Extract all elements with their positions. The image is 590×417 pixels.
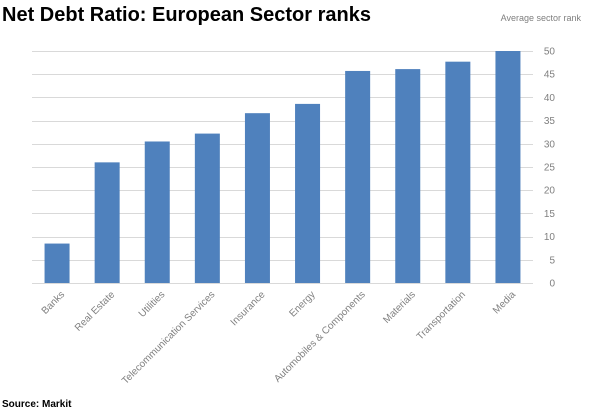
x-category-label: Transportation xyxy=(415,289,468,342)
y-tick-label: 50 xyxy=(544,47,556,58)
bar-chart: 0 5 10 15 20 25 30 35 40 45 50 Banks Real Estate Uti… xyxy=(32,47,556,387)
x-category-labels: Banks Real Estate UtilitiesTelecommunicati… xyxy=(40,289,519,387)
y-tick-label: 20 xyxy=(544,186,556,197)
x-category-label: Media xyxy=(491,289,518,316)
bar-automobiles-components xyxy=(345,70,371,284)
bar-telecommunication-services xyxy=(194,133,220,283)
y-axis-label: Average sector rank xyxy=(500,13,581,23)
x-category-label: Real Estate xyxy=(73,289,118,334)
bar-materials xyxy=(395,69,421,283)
x-category-label: Banks xyxy=(40,289,67,316)
bars xyxy=(44,51,521,284)
bar-insurance xyxy=(244,113,270,284)
source-note: Source: Markit xyxy=(2,399,72,410)
y-tick-label: 5 xyxy=(549,255,555,266)
bar-energy xyxy=(295,103,321,283)
y-tick-label: 30 xyxy=(544,139,556,150)
y-tick-label: 15 xyxy=(544,209,556,220)
chart-title: Net Debt Ratio: European Sector ranks xyxy=(2,4,371,26)
x-category-label: Utilities xyxy=(137,289,168,320)
x-category-label: Materials xyxy=(381,289,417,325)
bar-utilities xyxy=(144,141,170,283)
y-tick-label: 35 xyxy=(544,116,556,127)
bar-media xyxy=(495,51,521,283)
y-tick-label: 40 xyxy=(544,93,556,104)
bar-transportation xyxy=(445,61,471,284)
y-tick-labels: 0 5 10 15 20 25 30 35 40 45 50 xyxy=(544,47,556,290)
y-tick-label: 10 xyxy=(544,232,556,243)
x-category-label: Automobiles & Components xyxy=(272,289,367,384)
bar-real-estate xyxy=(94,162,120,283)
x-category-label: Energy xyxy=(287,289,317,319)
y-tick-label: 45 xyxy=(544,70,556,81)
y-tick-label: 25 xyxy=(544,163,556,174)
x-category-label: Telecommunication Services xyxy=(120,289,217,386)
x-category-label: Insurance xyxy=(229,289,268,328)
y-tick-label: 0 xyxy=(549,279,555,290)
bar-banks xyxy=(44,243,70,283)
